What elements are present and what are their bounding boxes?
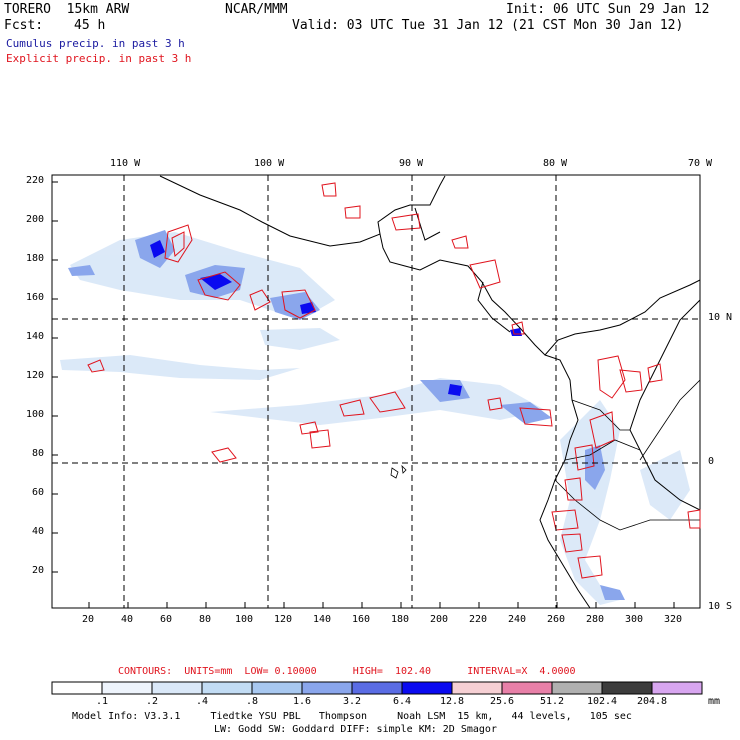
axis-ticks — [52, 181, 675, 608]
contour-info: CONTOURS: UNITS=mm LOW= 0.10000 HIGH= 10… — [118, 666, 576, 677]
x-tick-20: 20 — [82, 614, 95, 625]
x-tick-120: 120 — [274, 614, 293, 625]
init-time: Init: 06 UTC Sun 29 Jan 12 — [506, 2, 710, 17]
y-tick-100: 100 — [26, 409, 45, 420]
lon-label-90w: 90 W — [399, 158, 424, 169]
lat-label-0: 0 — [708, 456, 715, 467]
y-tick-180: 180 — [26, 253, 45, 264]
colorbar-label: 51.2 — [539, 696, 565, 707]
colorbar-label: .4 — [195, 696, 209, 707]
colorbar-swatch — [651, 681, 703, 695]
forecast-label: Fcst: — [4, 18, 44, 33]
galapagos — [390, 464, 407, 479]
x-tick-40: 40 — [121, 614, 134, 625]
y-tick-60: 60 — [32, 487, 45, 498]
x-tick-100: 100 — [235, 614, 254, 625]
colorbar-label: .2 — [145, 696, 159, 707]
y-tick-20: 20 — [32, 565, 45, 576]
cumulus-legend: Cumulus precip. in past 3 h — [6, 37, 185, 50]
x-tick-180: 180 — [391, 614, 410, 625]
x-tick-220: 220 — [469, 614, 488, 625]
colorbar-swatch — [501, 681, 553, 695]
explicit-legend: Explicit precip. in past 3 h — [6, 52, 192, 65]
colorbar-swatch — [551, 681, 603, 695]
lat-label-10s: 10 S — [708, 601, 733, 612]
colorbar-swatch — [601, 681, 653, 695]
lon-label-70w: 70 W — [688, 158, 713, 169]
lat-label-10n: 10 N — [708, 312, 733, 323]
colorbar-swatch — [101, 681, 153, 695]
y-tick-80: 80 — [32, 448, 45, 459]
x-tick-80: 80 — [199, 614, 212, 625]
y-tick-160: 160 — [26, 292, 45, 303]
color-bar — [51, 681, 703, 695]
org-label: NCAR/MMM — [225, 2, 288, 17]
lon-label-100w: 100 W — [254, 158, 285, 169]
colorbar-swatch — [351, 681, 403, 695]
x-tick-200: 200 — [430, 614, 449, 625]
x-tick-60: 60 — [160, 614, 173, 625]
colorbar-label: 6.4 — [392, 696, 412, 707]
x-tick-240: 240 — [508, 614, 527, 625]
colorbar-label: .1 — [95, 696, 109, 707]
colorbar-swatch — [401, 681, 453, 695]
explicit-precip-contours — [87, 182, 701, 579]
colorbar-label: 204.8 — [636, 696, 668, 707]
colorbar-swatch — [201, 681, 253, 695]
y-tick-40: 40 — [32, 526, 45, 537]
colorbar-label: 25.6 — [489, 696, 515, 707]
colorbar-swatch — [301, 681, 353, 695]
valid-time: Valid: 03 UTC Tue 31 Jan 12 (21 CST Mon … — [292, 18, 684, 33]
y-tick-120: 120 — [26, 370, 45, 381]
x-tick-320: 320 — [664, 614, 683, 625]
colorbar-label: 1.6 — [292, 696, 312, 707]
x-tick-160: 160 — [352, 614, 371, 625]
y-tick-220: 220 — [26, 175, 45, 186]
y-tick-200: 200 — [26, 214, 45, 225]
cumulus-precip-heavy — [150, 240, 522, 396]
colorbar-swatch — [451, 681, 503, 695]
colorbar-label: 3.2 — [342, 696, 362, 707]
colorbar-swatch — [251, 681, 303, 695]
colorbar-label: 102.4 — [586, 696, 618, 707]
country-borders — [554, 379, 701, 531]
lat-lon-grid — [52, 175, 700, 608]
x-tick-300: 300 — [625, 614, 644, 625]
x-tick-260: 260 — [547, 614, 566, 625]
colorbar-swatch — [51, 681, 103, 695]
colorbar-unit: mm — [708, 696, 721, 707]
model-info: Model Info: V3.3.1 Tiedtke YSU PBL Thomp… — [72, 711, 632, 722]
colorbar-label: .8 — [245, 696, 259, 707]
lon-label-110w: 110 W — [110, 158, 141, 169]
physics-info: LW: Godd SW: Goddard DIFF: simple KM: 2D… — [214, 724, 497, 735]
colorbar-label: 12.8 — [439, 696, 465, 707]
model-title: TORERO 15km ARW — [4, 2, 130, 17]
x-tick-280: 280 — [586, 614, 605, 625]
y-tick-140: 140 — [26, 331, 45, 342]
lon-label-80w: 80 W — [543, 158, 568, 169]
coastlines — [159, 175, 701, 609]
forecast-value: 45 h — [74, 18, 106, 33]
x-tick-140: 140 — [313, 614, 332, 625]
colorbar-swatch — [151, 681, 203, 695]
